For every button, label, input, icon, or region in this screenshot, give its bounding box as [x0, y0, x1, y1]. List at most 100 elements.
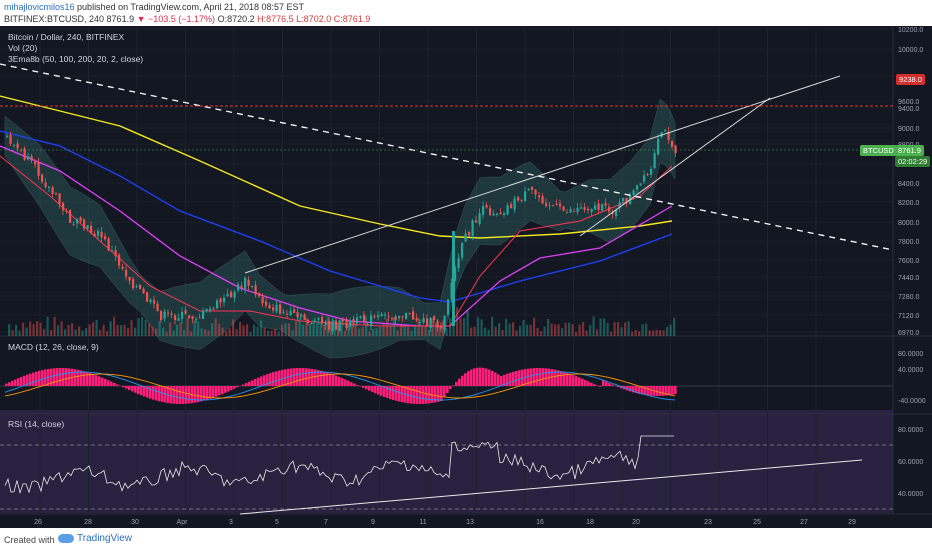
macd-histogram-bar	[224, 386, 227, 393]
tradingview-brand[interactable]: TradingView	[58, 533, 132, 544]
candle	[597, 203, 600, 211]
volume-bar	[158, 321, 161, 336]
volume-bar	[487, 329, 490, 336]
author-link[interactable]: mihajlovicmilos16	[4, 2, 75, 12]
macd-histogram-bar	[410, 386, 413, 404]
volume-bar	[543, 326, 546, 336]
macd-histogram-bar	[182, 386, 185, 404]
volume-bar	[554, 324, 557, 336]
candle	[573, 210, 576, 212]
candle	[191, 316, 194, 319]
macd-histogram-bar	[443, 386, 446, 398]
macd-histogram-bar	[236, 386, 239, 388]
candle	[429, 318, 432, 329]
volume-bar	[400, 324, 403, 336]
ema-legend[interactable]: 3Ema8b (50, 100, 200, 20, 2, close)	[8, 54, 144, 64]
macd-histogram-bar	[98, 376, 101, 386]
candle	[436, 320, 439, 328]
volume-bar	[95, 319, 98, 336]
volume-bar	[305, 317, 308, 336]
price-axis-label: 10200.0	[898, 27, 923, 34]
macd-legend[interactable]: MACD (12, 26, close, 9)	[8, 342, 99, 352]
candle	[426, 318, 429, 327]
volume-bar	[505, 318, 508, 336]
candle	[639, 183, 642, 185]
volume-bar	[431, 318, 434, 336]
volume-bar	[470, 327, 473, 336]
candle	[170, 313, 173, 315]
candle	[233, 291, 236, 298]
volume-bar	[477, 317, 480, 336]
macd-histogram-bar	[563, 371, 566, 386]
candle	[464, 233, 467, 242]
volume-bar	[571, 324, 574, 336]
volume-bar	[512, 322, 515, 336]
rsi-axis-label: 40.0000	[898, 491, 923, 498]
macd-histogram-bar	[371, 386, 374, 392]
rsi-legend[interactable]: RSI (14, close)	[8, 419, 65, 429]
volume-bar	[53, 316, 56, 336]
candle	[366, 323, 369, 325]
candle	[443, 315, 446, 331]
volume-bar	[347, 324, 350, 336]
candle	[356, 317, 359, 323]
price-change: ▼ −103.5 (−1.17%)	[136, 14, 216, 24]
macd-histogram-bar	[527, 368, 530, 386]
macd-histogram-bar	[368, 386, 371, 391]
candle	[244, 277, 247, 289]
candle	[310, 322, 313, 324]
candle	[485, 205, 488, 208]
ohlc-open: O:8720.2	[217, 14, 255, 24]
macd-histogram-bar	[398, 386, 401, 402]
volume-bar	[652, 330, 655, 336]
volume-bar	[550, 323, 553, 336]
macd-histogram-bar	[38, 370, 41, 386]
candle	[646, 173, 649, 175]
time-axis-label: 20	[632, 519, 640, 526]
volume-bar	[655, 329, 658, 336]
candle	[223, 297, 226, 303]
macd-histogram-bar	[260, 376, 263, 386]
volume-bar	[232, 319, 235, 336]
candle	[517, 196, 520, 201]
macd-histogram-bar	[476, 367, 479, 386]
candle	[149, 299, 152, 302]
chart-area[interactable]: 10200.010000.09800.09600.09400.09000.088…	[0, 26, 932, 528]
macd-histogram-bar	[347, 380, 350, 386]
time-axis-label: 13	[466, 519, 474, 526]
macd-histogram-bar	[299, 368, 302, 386]
candle	[475, 220, 478, 223]
volume-bar	[480, 319, 483, 336]
volume-bar	[494, 326, 497, 336]
candle	[674, 145, 677, 154]
volume-bar	[368, 331, 371, 336]
macd-histogram-bar	[512, 371, 515, 386]
price-axis-label: 7600.0	[898, 258, 920, 265]
candle	[41, 174, 44, 182]
macd-axis-label: 40.0000	[898, 367, 923, 374]
macd-histogram-bar	[599, 386, 602, 387]
volume-bar	[46, 316, 49, 336]
macd-histogram-bar	[620, 386, 623, 389]
volume-bar	[382, 322, 385, 336]
macd-histogram-bar	[329, 373, 332, 386]
candle	[352, 319, 355, 323]
candle	[478, 213, 481, 225]
candle	[118, 254, 121, 266]
volume-bar	[141, 317, 144, 336]
candle	[258, 293, 261, 297]
chart-canvas[interactable]: 10200.010000.09800.09600.09400.09000.088…	[0, 26, 932, 528]
macd-histogram-bar	[275, 371, 278, 386]
candle	[342, 319, 345, 321]
descending-trendline	[0, 63, 894, 251]
macd-histogram-bar	[107, 380, 110, 386]
volume-bar	[120, 324, 123, 336]
macd-histogram-bar	[644, 386, 647, 396]
price-axis-label: 7800.0	[898, 239, 920, 246]
macd-histogram-bar	[560, 371, 563, 386]
volume-bar	[375, 328, 378, 336]
candle	[331, 321, 334, 332]
macd-histogram-bar	[638, 386, 641, 394]
volume-legend[interactable]: Vol (20)	[8, 43, 38, 53]
macd-histogram-bar	[227, 386, 230, 392]
